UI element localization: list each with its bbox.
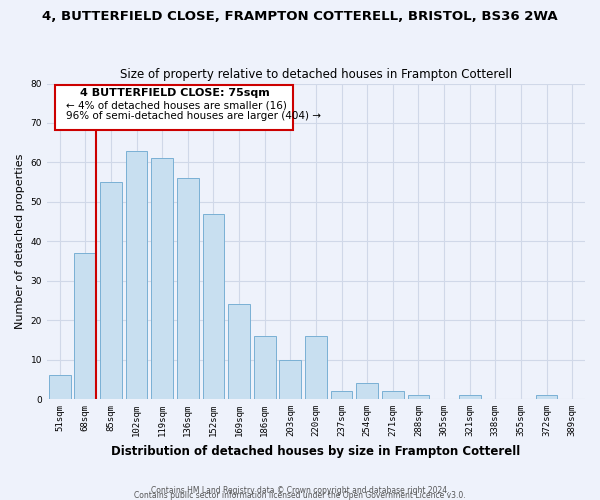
Text: 4, BUTTERFIELD CLOSE, FRAMPTON COTTERELL, BRISTOL, BS36 2WA: 4, BUTTERFIELD CLOSE, FRAMPTON COTTERELL… (42, 10, 558, 23)
Bar (100, 182, 122, 399)
FancyBboxPatch shape (55, 84, 293, 130)
Bar (305, 336, 327, 399)
Text: Contains HM Land Registry data © Crown copyright and database right 2024.: Contains HM Land Registry data © Crown c… (151, 486, 449, 495)
Bar (382, 391, 404, 399)
Title: Size of property relative to detached houses in Frampton Cotterell: Size of property relative to detached ho… (120, 68, 512, 81)
Bar (254, 336, 275, 399)
Bar (280, 360, 301, 399)
Text: Contains public sector information licensed under the Open Government Licence v3: Contains public sector information licen… (134, 491, 466, 500)
Bar (536, 395, 557, 399)
Bar (407, 395, 430, 399)
Bar (151, 158, 173, 399)
Bar (49, 376, 71, 399)
Bar (459, 395, 481, 399)
X-axis label: Distribution of detached houses by size in Frampton Cotterell: Distribution of detached houses by size … (112, 444, 521, 458)
Text: 96% of semi-detached houses are larger (404) →: 96% of semi-detached houses are larger (… (66, 111, 321, 121)
Bar (203, 214, 224, 399)
Bar (126, 150, 148, 399)
Bar (331, 391, 352, 399)
Bar (74, 253, 96, 399)
Bar (228, 304, 250, 399)
Y-axis label: Number of detached properties: Number of detached properties (15, 154, 25, 329)
Bar (356, 384, 378, 399)
Text: 4 BUTTERFIELD CLOSE: 75sqm: 4 BUTTERFIELD CLOSE: 75sqm (80, 88, 270, 99)
Text: ← 4% of detached houses are smaller (16): ← 4% of detached houses are smaller (16) (66, 100, 287, 110)
Bar (177, 178, 199, 399)
